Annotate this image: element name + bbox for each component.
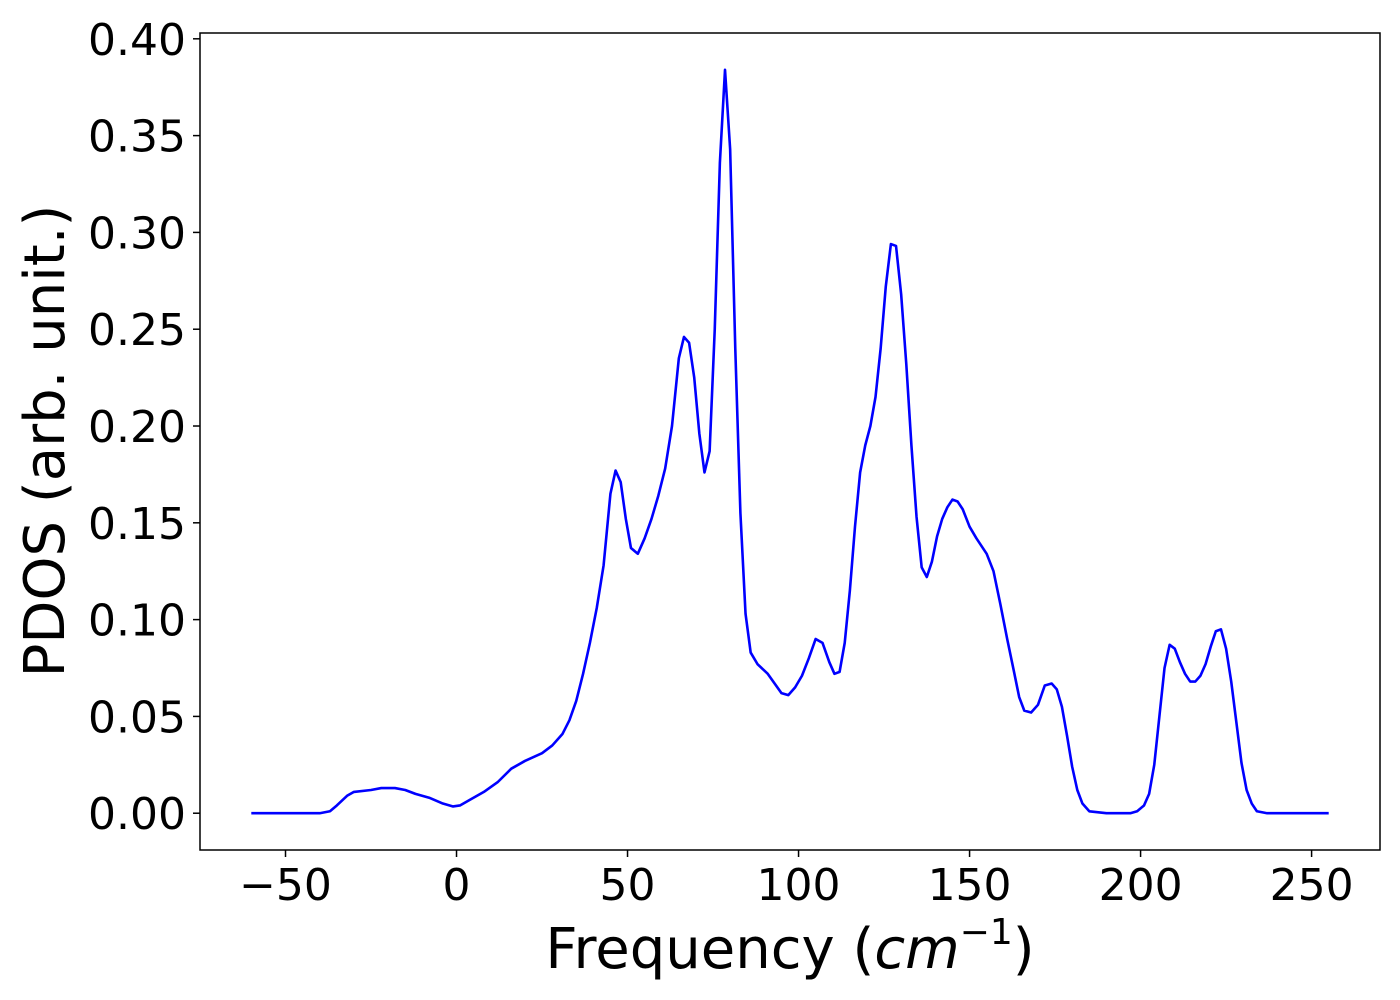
- y-tick-label: 0.35: [88, 112, 186, 163]
- x-tick-label: −50: [239, 860, 332, 911]
- y-tick-label: 0.10: [88, 596, 186, 647]
- y-axis-label: PDOS (arb. unit.): [13, 205, 78, 678]
- line: [251, 68, 1329, 815]
- y-tick-label: 0.30: [88, 208, 186, 259]
- y-tick-label: 0.00: [88, 789, 186, 840]
- plot-frame: [199, 32, 1381, 851]
- x-tick-label: 200: [1099, 860, 1183, 911]
- y-tick-label: 0.05: [88, 692, 186, 743]
- x-tick-label: 250: [1270, 860, 1354, 911]
- y-tick-label: 0.15: [88, 499, 186, 550]
- y-tick-label: 0.20: [88, 402, 186, 453]
- x-axis-label: Frequency (cm−1): [545, 912, 1034, 982]
- x-tick-label: 0: [443, 860, 471, 911]
- x-tick-label: 100: [757, 860, 841, 911]
- x-tick-label: 150: [928, 860, 1012, 911]
- x-tick-label: 50: [600, 860, 656, 911]
- y-tick-label: 0.25: [88, 305, 186, 356]
- y-tick-label: 0.40: [88, 15, 186, 66]
